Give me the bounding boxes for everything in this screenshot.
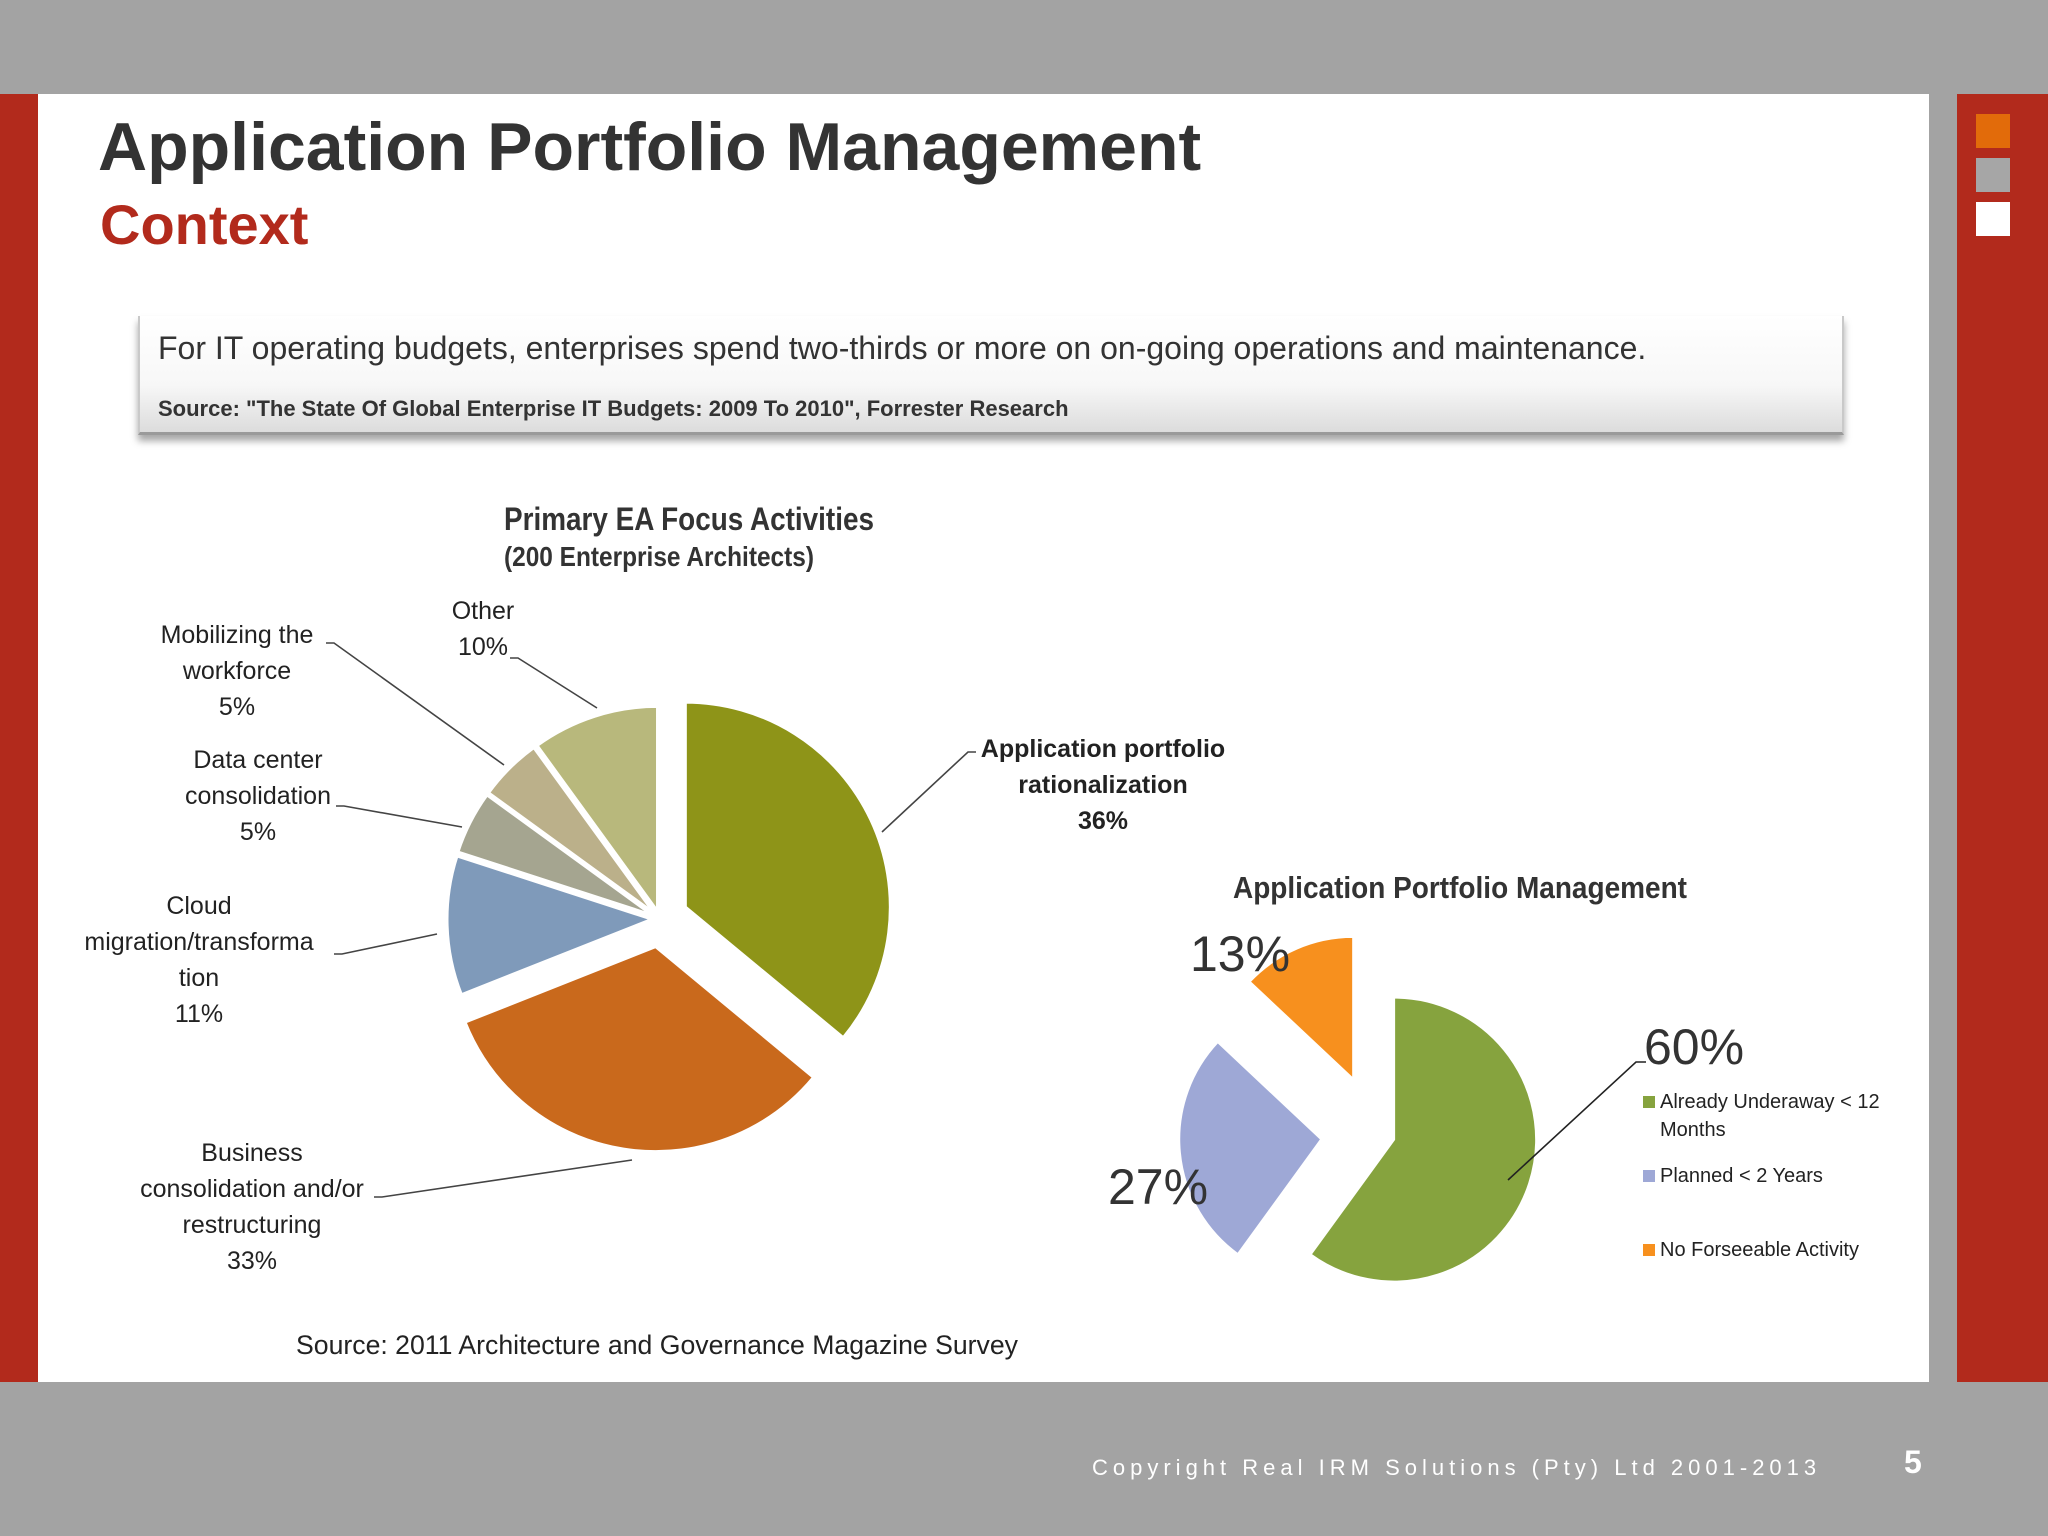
apm-chart-title: Application Portfolio Management (1233, 870, 1687, 905)
apm-pie-slice-no-forseeable-activity (1248, 935, 1355, 1082)
ea-pie-slice-cloud-migration-transformation (445, 854, 657, 997)
ea-leader-line-business-consolidation-and-or-restructuring (374, 1159, 633, 1198)
ea-leader-line-mobilizing-the-workforce (326, 642, 505, 766)
ea-pie-slice-business-consolidation-and-or-restructuring (463, 944, 816, 1154)
apm-value-label-already-underaway-12-months: 60% (1644, 1019, 1744, 1075)
slide-subtitle: Context (100, 193, 309, 256)
ea-leader-line-other (510, 657, 598, 709)
apm-pie-slice-planned-2-years (1178, 1040, 1323, 1256)
apm-leader-line (1507, 1061, 1646, 1181)
apm-legend-swatch-already-underaway-12-months (1643, 1096, 1655, 1108)
ea-focus-chart-subtitle: (200 Enterprise Architects) (504, 541, 814, 572)
slide-title: Application Portfolio Management (98, 109, 1202, 185)
white-square-decoration (1976, 202, 2010, 236)
ea-leader-line-cloud-migration-transformation (334, 933, 438, 955)
ea-pie-slice-mobilizing-the-workforce (486, 745, 656, 915)
ea-pie-slice-application-portfolio-rationalization (683, 700, 892, 1040)
page-number: 5 (1904, 1444, 1922, 1480)
ea-slice-label-business-consolidation-and-or-restructuring: Business consolidation and/or restructurin… (140, 1139, 364, 1275)
slide-content-area (38, 94, 1929, 1382)
callout-source: Source: "The State Of Global Enterprise … (158, 396, 1069, 421)
right-gap-strip (1929, 94, 1957, 1382)
ea-slice-label-cloud-migration-transformation: Cloud migration/transforma tion 11% (84, 892, 313, 1028)
ea-pie-slice-other (534, 704, 660, 917)
apm-value-label-no-forseeable-activity: 13% (1190, 926, 1290, 982)
orange-square-decoration (1976, 114, 2010, 148)
apm-legend-swatch-planned-2-years (1643, 1170, 1655, 1182)
gray-square-decoration (1976, 158, 2010, 192)
callout-text: For IT operating budgets, enterprises sp… (158, 330, 1647, 366)
ea-leader-line-data-center-consolidation (336, 805, 463, 828)
apm-legend-label-planned-2-years: Planned < 2 Years (1660, 1165, 1823, 1187)
apm-pie-slice-already-underaway-12-months (1309, 996, 1538, 1283)
left-accent-bar (0, 94, 38, 1382)
ea-leader-line-application-portfolio-rationalization (881, 751, 976, 833)
ea-slice-label-data-center-consolidation: Data center consolidation 5% (185, 746, 331, 846)
copyright-footer: Copyright Real IRM Solutions (Pty) Ltd 2… (1092, 1455, 1822, 1480)
apm-legend-label-already-underaway-12-months: Already Underaway < 12 Months (1660, 1091, 1880, 1141)
apm-legend-label-no-forseeable-activity: No Forseeable Activity (1660, 1239, 1859, 1261)
ea-pie-slice-data-center-consolidation (456, 792, 654, 917)
right-accent-bar (1957, 94, 2048, 1382)
ea-focus-chart-title: Primary EA Focus Activities (504, 501, 874, 537)
ea-slice-label-mobilizing-the-workforce: Mobilizing the workforce 5% (161, 621, 314, 721)
apm-legend-swatch-no-forseeable-activity (1643, 1244, 1655, 1256)
apm-value-label-planned-2-years: 27% (1108, 1159, 1208, 1215)
quote-callout: For IT operating budgets, enterprises sp… (138, 316, 1844, 435)
chart-source-note: Source: 2011 Architecture and Governance… (296, 1330, 1018, 1360)
ea-slice-label-application-portfolio-rationalization: Application portfolio rationalization 36% (981, 735, 1225, 835)
ea-slice-label-other: Other 10% (452, 597, 515, 661)
